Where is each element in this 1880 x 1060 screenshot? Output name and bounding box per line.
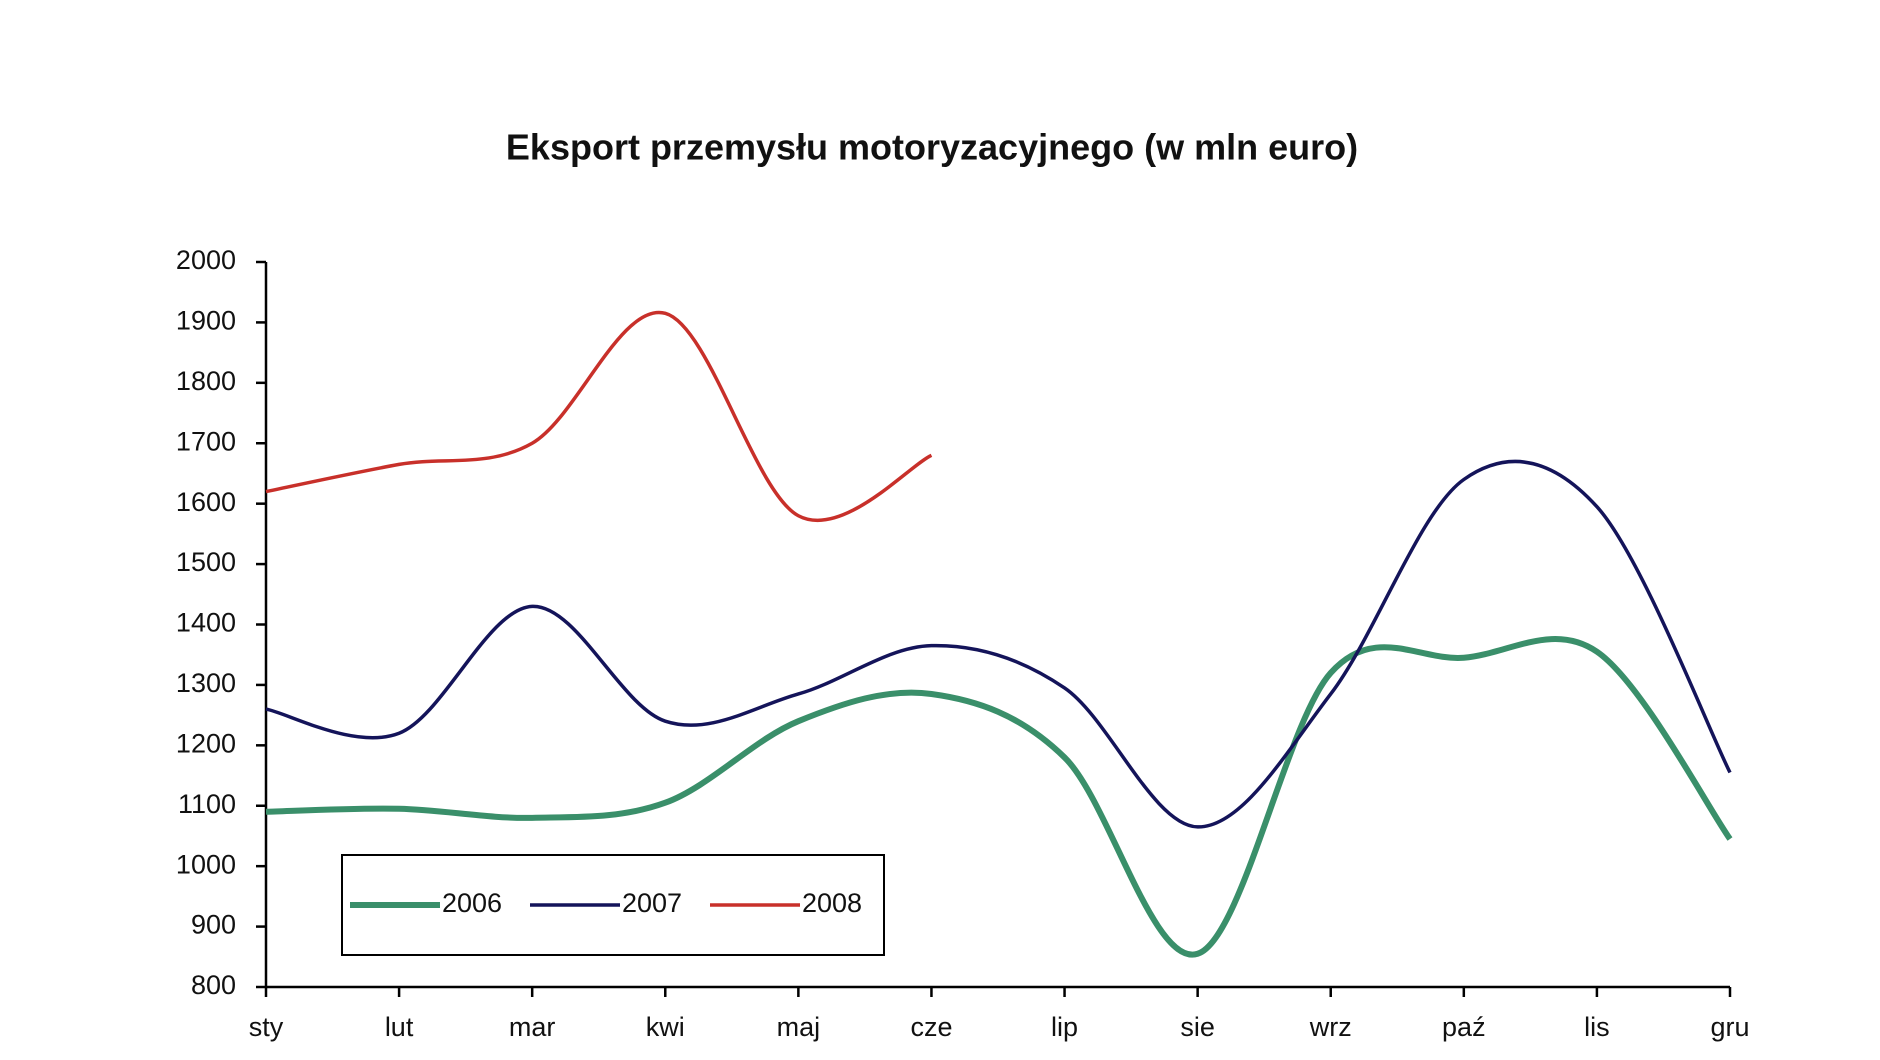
x-tick-label: wrz xyxy=(1309,1012,1352,1042)
x-tick-label: lut xyxy=(385,1012,414,1042)
legend-label: 2008 xyxy=(802,888,862,918)
y-tick-label: 900 xyxy=(191,910,236,940)
y-tick-label: 1900 xyxy=(176,306,236,336)
y-tick-label: 1400 xyxy=(176,608,236,638)
y-tick-label: 800 xyxy=(191,970,236,1000)
y-tick-label: 1300 xyxy=(176,668,236,698)
y-tick-label: 1200 xyxy=(176,728,236,758)
x-tick-label: lis xyxy=(1584,1012,1610,1042)
legend-label: 2007 xyxy=(622,888,682,918)
y-tick-label: 2000 xyxy=(176,245,236,275)
x-tick-label: kwi xyxy=(646,1012,685,1042)
y-tick-label: 1000 xyxy=(176,849,236,879)
chart-title: Eksport przemysłu motoryzacyjnego (w mln… xyxy=(506,127,1358,168)
x-tick-label: maj xyxy=(777,1012,821,1042)
series-line xyxy=(265,459,1732,829)
x-tick-label: lip xyxy=(1051,1012,1078,1042)
x-tick-label: gru xyxy=(1710,1012,1749,1042)
x-tick-label: cze xyxy=(910,1012,952,1042)
y-tick-label: 1600 xyxy=(176,487,236,517)
x-tick-label: paź xyxy=(1442,1012,1486,1042)
y-tick-label: 1100 xyxy=(178,789,236,819)
legend-label: 2006 xyxy=(442,888,502,918)
y-tick-label: 1500 xyxy=(176,547,236,577)
y-tick-label: 1800 xyxy=(176,366,236,396)
series-line xyxy=(265,635,1733,958)
series-line xyxy=(265,310,933,523)
y-tick-label: 1700 xyxy=(176,426,236,456)
x-tick-label: sie xyxy=(1180,1012,1215,1042)
x-tick-label: mar xyxy=(509,1012,556,1042)
x-tick-label: sty xyxy=(249,1012,284,1042)
